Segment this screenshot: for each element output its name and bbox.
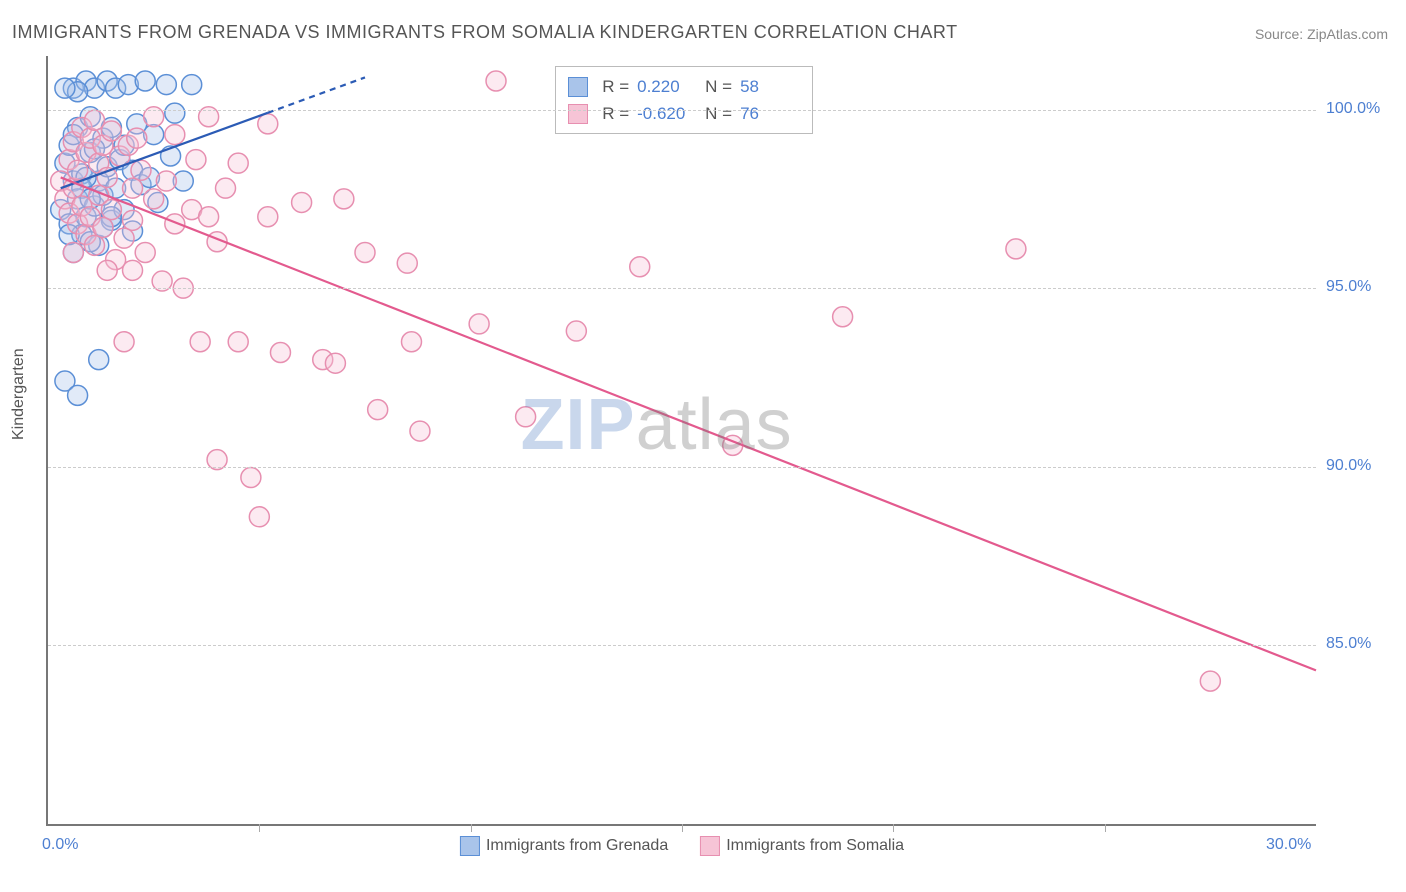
data-point: [258, 114, 278, 134]
legend-r-label: R =: [602, 100, 629, 127]
legend-r-value: 0.220: [637, 73, 697, 100]
series-legend-label: Immigrants from Grenada: [486, 837, 668, 854]
data-point: [165, 125, 185, 145]
legend-swatch: [700, 836, 720, 856]
x-minor-tick: [471, 824, 472, 832]
data-point: [55, 78, 75, 98]
data-point: [292, 192, 312, 212]
y-tick-label: 90.0%: [1326, 457, 1400, 475]
data-point: [516, 407, 536, 427]
chart-title: IMMIGRANTS FROM GRENADA VS IMMIGRANTS FR…: [12, 22, 958, 43]
data-point: [368, 400, 388, 420]
x-tick-label: 30.0%: [1266, 836, 1311, 854]
data-point: [241, 468, 261, 488]
data-point: [84, 110, 104, 130]
series-legend: Immigrants from Grenada Immigrants from S…: [460, 836, 904, 856]
x-minor-tick: [259, 824, 260, 832]
data-point: [68, 385, 88, 405]
data-point: [630, 257, 650, 277]
data-point: [190, 332, 210, 352]
y-axis-label: Kindergarten: [10, 348, 28, 440]
correlation-legend: R = 0.220 N = 58 R = -0.620 N = 76: [555, 66, 813, 134]
legend-row: R = 0.220 N = 58: [568, 73, 800, 100]
data-point: [410, 421, 430, 441]
data-point: [97, 260, 117, 280]
legend-n-value: 76: [740, 100, 800, 127]
data-point: [566, 321, 586, 341]
data-point: [1006, 239, 1026, 259]
x-minor-tick: [1105, 824, 1106, 832]
data-point: [216, 178, 236, 198]
legend-swatch: [460, 836, 480, 856]
legend-n-value: 58: [740, 73, 800, 100]
legend-row: R = -0.620 N = 76: [568, 100, 800, 127]
data-point: [63, 242, 83, 262]
trend-line-dashed: [268, 77, 365, 112]
data-point: [135, 242, 155, 262]
data-point: [123, 210, 143, 230]
data-point: [469, 314, 489, 334]
data-point: [228, 332, 248, 352]
legend-n-label: N =: [705, 73, 732, 100]
scatter-plot-area: R =0.220N =58R =-0.620N =76 Immigrants f…: [46, 56, 1316, 826]
data-point: [833, 307, 853, 327]
scatter-svg: [48, 56, 1316, 824]
legend-r-value: -0.620: [637, 100, 697, 127]
data-point: [270, 342, 290, 362]
y-tick-label: 95.0%: [1326, 278, 1400, 296]
data-point: [114, 228, 134, 248]
data-point: [165, 103, 185, 123]
gridline: [48, 467, 1316, 468]
data-point: [127, 128, 147, 148]
data-point: [93, 217, 113, 237]
data-point: [325, 353, 345, 373]
data-point: [182, 75, 202, 95]
data-point: [486, 71, 506, 91]
data-point: [144, 189, 164, 209]
data-point: [249, 507, 269, 527]
trend-line: [61, 177, 1316, 670]
data-point: [84, 235, 104, 255]
data-point: [156, 75, 176, 95]
legend-n-label: N =: [705, 100, 732, 127]
legend-swatch: [568, 104, 588, 124]
x-minor-tick: [682, 824, 683, 832]
data-point: [114, 332, 134, 352]
data-point: [199, 207, 219, 227]
data-point: [228, 153, 248, 173]
data-point: [401, 332, 421, 352]
series-legend-item: Immigrants from Grenada: [460, 836, 668, 856]
x-tick-label: 0.0%: [42, 836, 78, 854]
gridline: [48, 110, 1316, 111]
data-point: [397, 253, 417, 273]
data-point: [135, 71, 155, 91]
legend-swatch: [568, 77, 588, 97]
series-legend-label: Immigrants from Somalia: [726, 837, 904, 854]
data-point: [186, 150, 206, 170]
gridline: [48, 288, 1316, 289]
y-tick-label: 85.0%: [1326, 635, 1400, 653]
data-point: [1200, 671, 1220, 691]
data-point: [355, 242, 375, 262]
data-point: [123, 260, 143, 280]
data-point: [101, 200, 121, 220]
data-point: [334, 189, 354, 209]
y-tick-label: 100.0%: [1326, 100, 1400, 118]
source-attribution: Source: ZipAtlas.com: [1255, 26, 1388, 42]
series-legend-item: Immigrants from Somalia: [700, 836, 904, 856]
gridline: [48, 645, 1316, 646]
data-point: [258, 207, 278, 227]
data-point: [131, 160, 151, 180]
x-minor-tick: [893, 824, 894, 832]
data-point: [156, 171, 176, 191]
data-point: [89, 350, 109, 370]
legend-r-label: R =: [602, 73, 629, 100]
data-point: [123, 178, 143, 198]
data-point: [68, 160, 88, 180]
